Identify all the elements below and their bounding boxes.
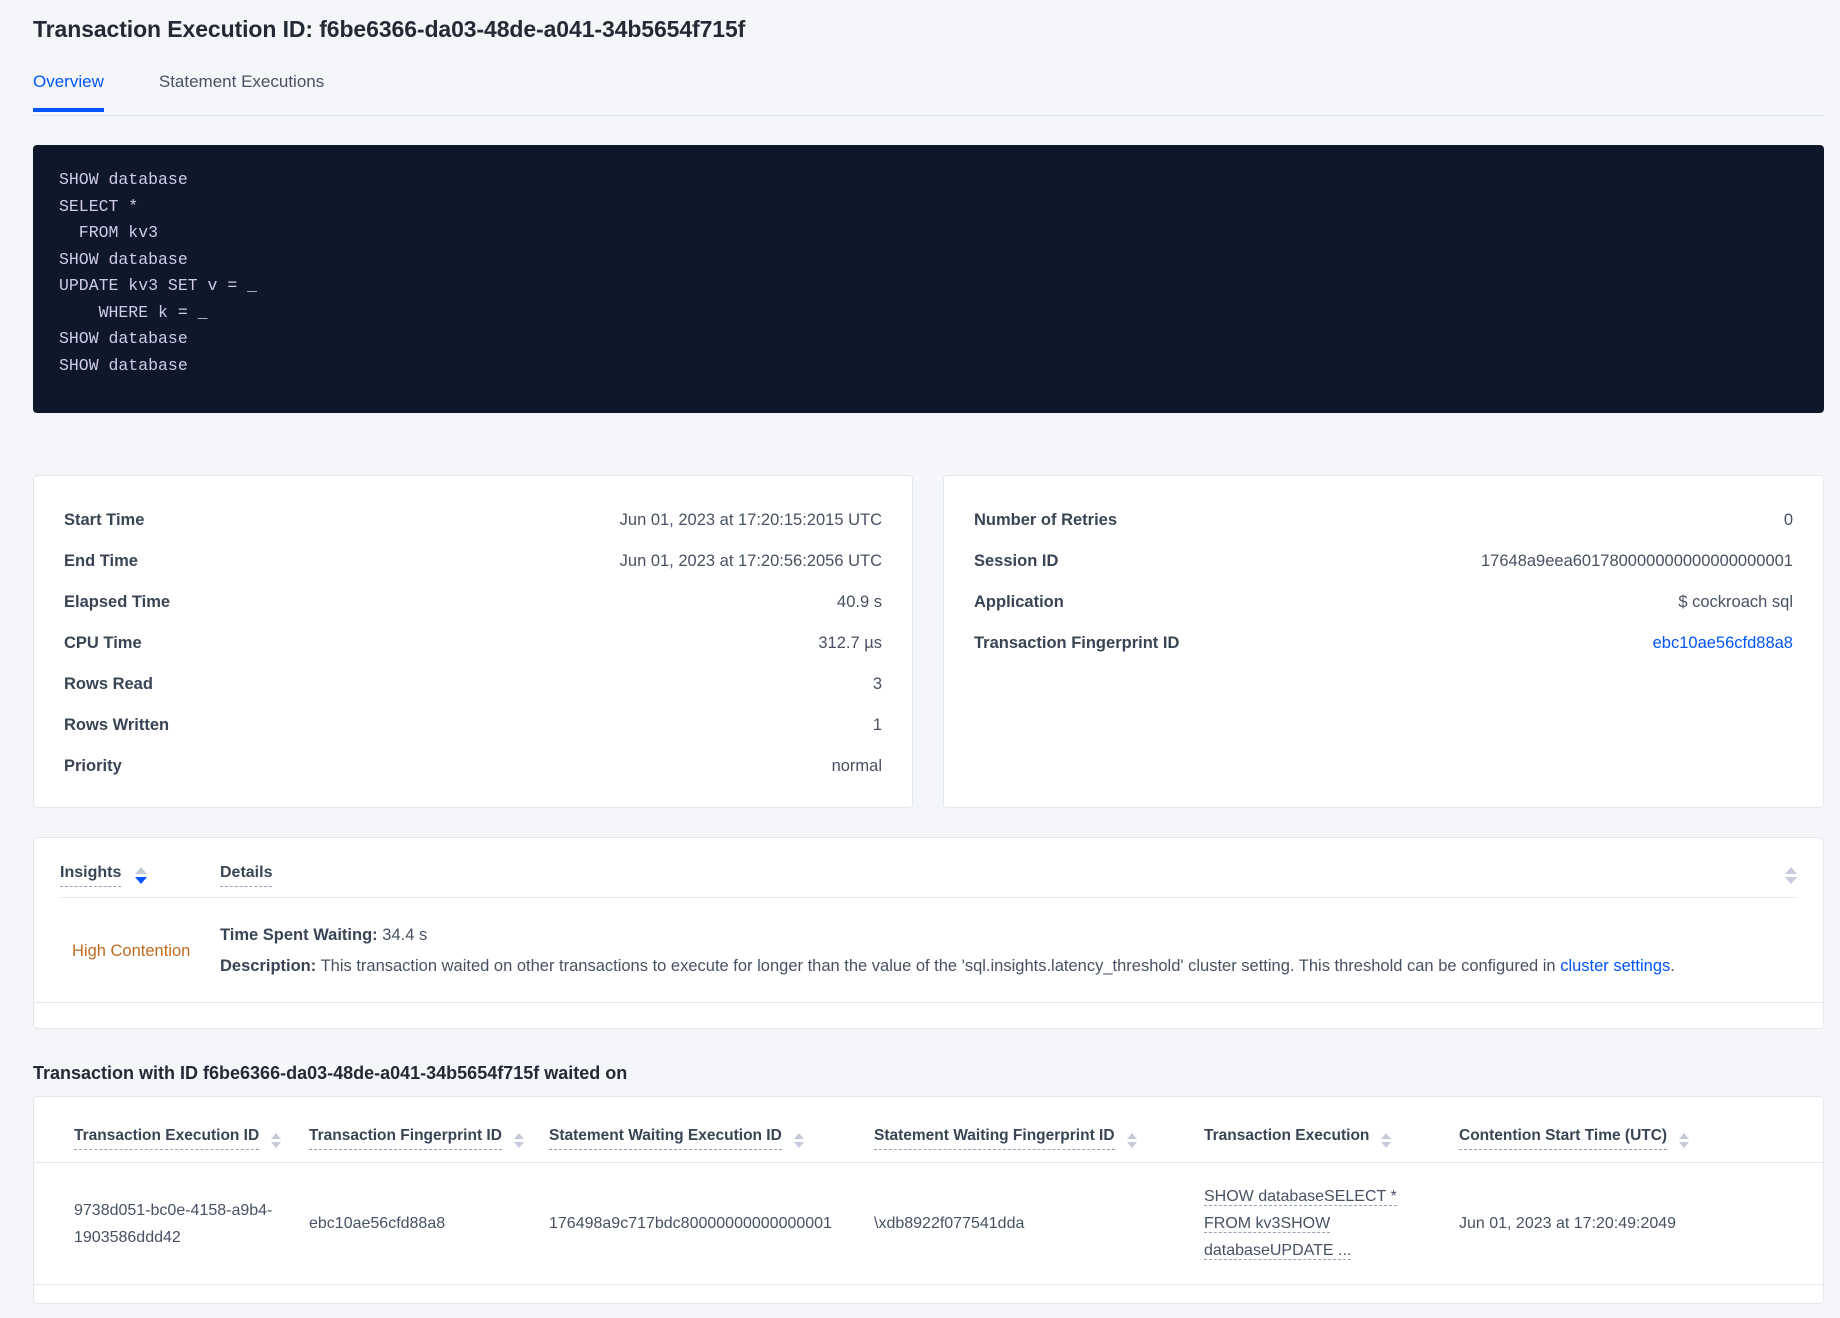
stat-row-elapsed-time: Elapsed Time 40.9 s — [64, 582, 882, 623]
cell-contention-start-time: Jun 01, 2023 at 17:20:49:2049 — [1449, 1162, 1823, 1285]
transaction-execution-preview[interactable]: SHOW databaseSELECT * FROM kv3SHOW datab… — [1204, 1188, 1397, 1260]
column-header-transaction-fingerprint-id[interactable]: Transaction Fingerprint ID — [299, 1097, 539, 1163]
table-header-row: Transaction Execution ID Transaction Fin… — [34, 1097, 1823, 1163]
column-header-statement-waiting-execution-id[interactable]: Statement Waiting Execution ID — [539, 1097, 864, 1163]
stat-label: Elapsed Time — [64, 593, 171, 611]
stat-value: 17648a9eea601780000000000000000001 — [1480, 552, 1793, 570]
stat-row-end-time: End Time Jun 01, 2023 at 17:20:56:2056 U… — [64, 541, 882, 582]
cell-transaction-fingerprint-id: ebc10ae56cfd88a8 — [299, 1162, 539, 1285]
stat-label: Transaction Fingerprint ID — [974, 634, 1180, 652]
description-suffix: . — [1670, 957, 1675, 975]
stat-row-cpu-time: CPU Time 312.7 µs — [64, 623, 882, 664]
stat-value: 1 — [872, 716, 882, 734]
insight-details: Time Spent Waiting: 34.4 s Description: … — [220, 920, 1797, 982]
sort-arrows-icon[interactable] — [135, 867, 148, 884]
insights-card: Insights Details High Contention Time Sp… — [33, 837, 1824, 1029]
column-header-transaction-execution[interactable]: Transaction Execution — [1194, 1097, 1449, 1163]
description-line: Description: This transaction waited on … — [220, 951, 1797, 982]
column-label[interactable]: Transaction Execution ID — [74, 1127, 260, 1150]
stat-value: Jun 01, 2023 at 17:20:15:2015 UTC — [619, 511, 882, 529]
table-row: 9738d051-bc0e-4158-a9b4-1903586ddd42 ebc… — [34, 1162, 1823, 1285]
cluster-settings-link[interactable]: cluster settings — [1560, 957, 1671, 975]
status-badge: High Contention — [72, 941, 191, 960]
sort-arrows-icon[interactable] — [1785, 867, 1797, 884]
column-label[interactable]: Statement Waiting Fingerprint ID — [874, 1127, 1115, 1150]
waited-on-section-title: Transaction with ID f6be6366-da03-48de-a… — [33, 1063, 628, 1083]
stat-value: 40.9 s — [837, 593, 882, 611]
waited-on-table-body: 9738d051-bc0e-4158-a9b4-1903586ddd42 ebc… — [34, 1162, 1823, 1285]
tab-bar: Overview Statement Executions — [33, 66, 1824, 116]
transaction-fingerprint-id-link[interactable]: ebc10ae56cfd88a8 — [1652, 634, 1793, 652]
stat-label: Application — [974, 593, 1064, 611]
sort-arrows-icon[interactable] — [793, 1133, 804, 1148]
stat-row-transaction-fingerprint-id: Transaction Fingerprint ID ebc10ae56cfd8… — [974, 623, 1793, 664]
transaction-stats-list: Start Time Jun 01, 2023 at 17:20:15:2015… — [34, 476, 912, 797]
description-text: This transaction waited on other transac… — [320, 957, 1561, 975]
details-column-label[interactable]: Details — [220, 864, 273, 887]
waited-on-table-card: Transaction Execution ID Transaction Fin… — [33, 1096, 1824, 1304]
stat-value: $ cockroach sql — [1678, 593, 1793, 611]
stat-value: 0 — [1783, 511, 1793, 529]
stat-label: Number of Retries — [974, 511, 1118, 529]
cell-statement-waiting-fingerprint-id: \xdb8922f077541dda — [864, 1162, 1194, 1285]
stat-label: CPU Time — [64, 634, 142, 652]
sort-arrows-icon[interactable] — [1381, 1133, 1392, 1148]
stat-value: 3 — [872, 675, 882, 693]
time-spent-waiting-value: 34.4 s — [382, 926, 428, 944]
column-label[interactable]: Transaction Execution — [1204, 1127, 1370, 1144]
stat-value: 312.7 µs — [818, 634, 882, 652]
tab-statement-executions[interactable]: Statement Executions — [158, 72, 325, 91]
stat-row-session-id: Session ID 17648a9eea6017800000000000000… — [974, 541, 1793, 582]
stat-label: Session ID — [974, 552, 1059, 570]
cell-statement-waiting-execution-id: 176498a9c717bdc80000000000000001 — [539, 1162, 864, 1285]
sort-arrows-icon[interactable] — [1679, 1133, 1690, 1148]
stat-label: Priority — [64, 757, 122, 775]
time-spent-waiting-line: Time Spent Waiting: 34.4 s — [220, 920, 1797, 951]
stat-label: Rows Written — [64, 716, 170, 734]
stat-row-rows-read: Rows Read 3 — [64, 664, 882, 705]
transaction-stats-card: Start Time Jun 01, 2023 at 17:20:15:2015… — [33, 475, 913, 808]
waited-on-table-head: Transaction Execution ID Transaction Fin… — [34, 1097, 1823, 1163]
description-label: Description: — [220, 957, 317, 975]
stat-label: Rows Read — [64, 675, 153, 693]
session-info-list: Number of Retries 0 Session ID 17648a9ee… — [944, 476, 1823, 674]
time-spent-waiting-label: Time Spent Waiting: — [220, 926, 378, 944]
stat-row-start-time: Start Time Jun 01, 2023 at 17:20:15:2015… — [64, 500, 882, 541]
sql-code-block: SHOW database SELECT * FROM kv3 SHOW dat… — [33, 145, 1824, 413]
cell-transaction-execution-id: 9738d051-bc0e-4158-a9b4-1903586ddd42 — [34, 1162, 299, 1285]
page-title: Transaction Execution ID: f6be6366-da03-… — [33, 16, 746, 42]
stat-value: Jun 01, 2023 at 17:20:56:2056 UTC — [619, 552, 882, 570]
stat-label: Start Time — [64, 511, 145, 529]
stat-row-priority: Priority normal — [64, 746, 882, 787]
insights-column-label[interactable]: Insights — [60, 864, 122, 887]
details-column-header[interactable]: Details — [220, 864, 1797, 887]
session-info-card: Number of Retries 0 Session ID 17648a9ee… — [943, 475, 1824, 808]
column-header-transaction-execution-id[interactable]: Transaction Execution ID — [34, 1097, 299, 1163]
column-header-contention-start-time[interactable]: Contention Start Time (UTC) — [1449, 1097, 1823, 1163]
stat-value: normal — [831, 757, 882, 775]
tab-overview[interactable]: Overview — [33, 66, 104, 112]
sort-arrows-icon[interactable] — [271, 1133, 282, 1148]
column-label[interactable]: Statement Waiting Execution ID — [549, 1127, 782, 1150]
column-header-statement-waiting-fingerprint-id[interactable]: Statement Waiting Fingerprint ID — [864, 1097, 1194, 1163]
stat-row-number-of-retries: Number of Retries 0 — [974, 500, 1793, 541]
insights-column-header[interactable]: Insights — [60, 864, 220, 887]
stat-row-application: Application $ cockroach sql — [974, 582, 1793, 623]
sort-arrows-icon[interactable] — [513, 1133, 524, 1148]
column-label[interactable]: Contention Start Time (UTC) — [1459, 1127, 1668, 1150]
sort-arrows-icon[interactable] — [1126, 1133, 1137, 1148]
insights-table-header: Insights Details — [60, 838, 1797, 898]
column-label[interactable]: Transaction Fingerprint ID — [309, 1127, 502, 1150]
cell-transaction-execution[interactable]: SHOW databaseSELECT * FROM kv3SHOW datab… — [1194, 1162, 1449, 1285]
insights-row: High Contention Time Spent Waiting: 34.4… — [34, 898, 1823, 1003]
stat-row-rows-written: Rows Written 1 — [64, 705, 882, 746]
stat-label: End Time — [64, 552, 138, 570]
waited-on-table: Transaction Execution ID Transaction Fin… — [34, 1097, 1823, 1285]
